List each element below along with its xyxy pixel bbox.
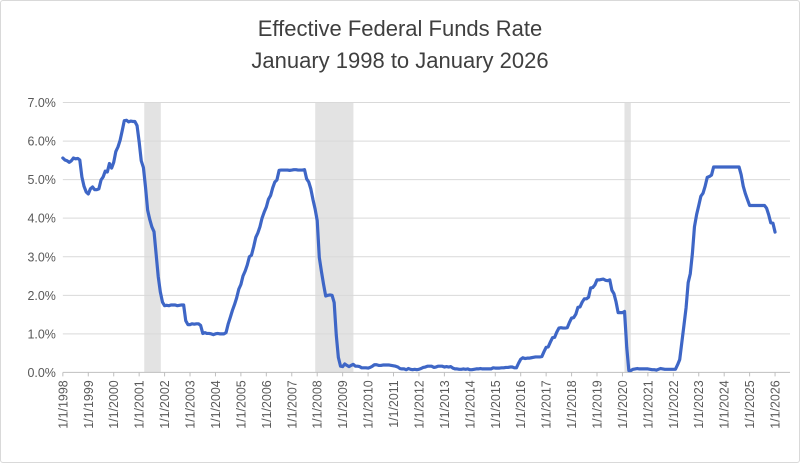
x-tick-label: 1/1/2025 <box>743 380 757 428</box>
y-tick-label: 1.0% <box>27 327 55 341</box>
x-tick-label: 1/1/2014 <box>463 380 477 428</box>
recession-band <box>315 102 354 373</box>
x-tick-label: 1/1/2024 <box>718 380 732 428</box>
x-tick-label: 1/1/2012 <box>412 380 426 428</box>
x-tick-label: 1/1/2002 <box>158 380 172 428</box>
x-tick-label: 1/1/2022 <box>667 380 681 428</box>
x-tick-label: 1/1/2011 <box>387 380 401 428</box>
x-tick-label: 1/1/1998 <box>56 380 70 428</box>
x-tick-label: 1/1/2018 <box>565 380 579 428</box>
x-tick-label: 1/1/2009 <box>336 380 350 428</box>
chart-title: Effective Federal Funds Rate <box>257 16 543 41</box>
recession-band <box>624 102 631 373</box>
y-tick-label: 2.0% <box>27 289 55 303</box>
x-tick-label: 1/1/1999 <box>82 380 96 428</box>
x-tick-label: 1/1/2017 <box>540 380 554 428</box>
x-tick-label: 1/1/2008 <box>311 380 325 428</box>
y-tick-label: 7.0% <box>27 96 55 110</box>
chart-title-block: Effective Federal Funds Rate January 199… <box>1 13 799 77</box>
x-tick-label: 1/1/2015 <box>489 380 503 428</box>
y-tick-label: 5.0% <box>27 173 55 187</box>
x-tick-label: 1/1/2021 <box>641 380 655 428</box>
x-tick-label: 1/1/2001 <box>133 380 147 428</box>
x-tick-label: 1/1/2007 <box>285 380 299 428</box>
y-tick-label: 3.0% <box>27 250 55 264</box>
rate-line <box>61 118 777 373</box>
x-tick-label: 1/1/2020 <box>616 380 630 428</box>
x-tick-label: 1/1/2005 <box>234 380 248 428</box>
y-tick-label: 4.0% <box>27 212 55 226</box>
x-tick-label: 1/1/2000 <box>107 380 121 428</box>
x-tick-label: 1/1/2023 <box>692 380 706 428</box>
y-tick-label: 0.0% <box>27 366 55 380</box>
x-tick-label: 1/1/2004 <box>209 380 223 428</box>
y-tick-label: 6.0% <box>27 135 55 149</box>
x-tick-label: 1/1/2019 <box>590 380 604 428</box>
x-tick-label: 1/1/2013 <box>438 380 452 428</box>
x-tick-label: 1/1/2006 <box>260 380 274 428</box>
x-tick-label: 1/1/2016 <box>514 380 528 428</box>
recession-band <box>144 102 161 373</box>
x-tick-label: 1/1/2010 <box>362 380 376 428</box>
x-tick-label: 1/1/2003 <box>184 380 198 428</box>
x-tick-label: 1/1/2026 <box>769 380 783 428</box>
chart-subtitle: January 1998 to January 2026 <box>251 48 549 73</box>
